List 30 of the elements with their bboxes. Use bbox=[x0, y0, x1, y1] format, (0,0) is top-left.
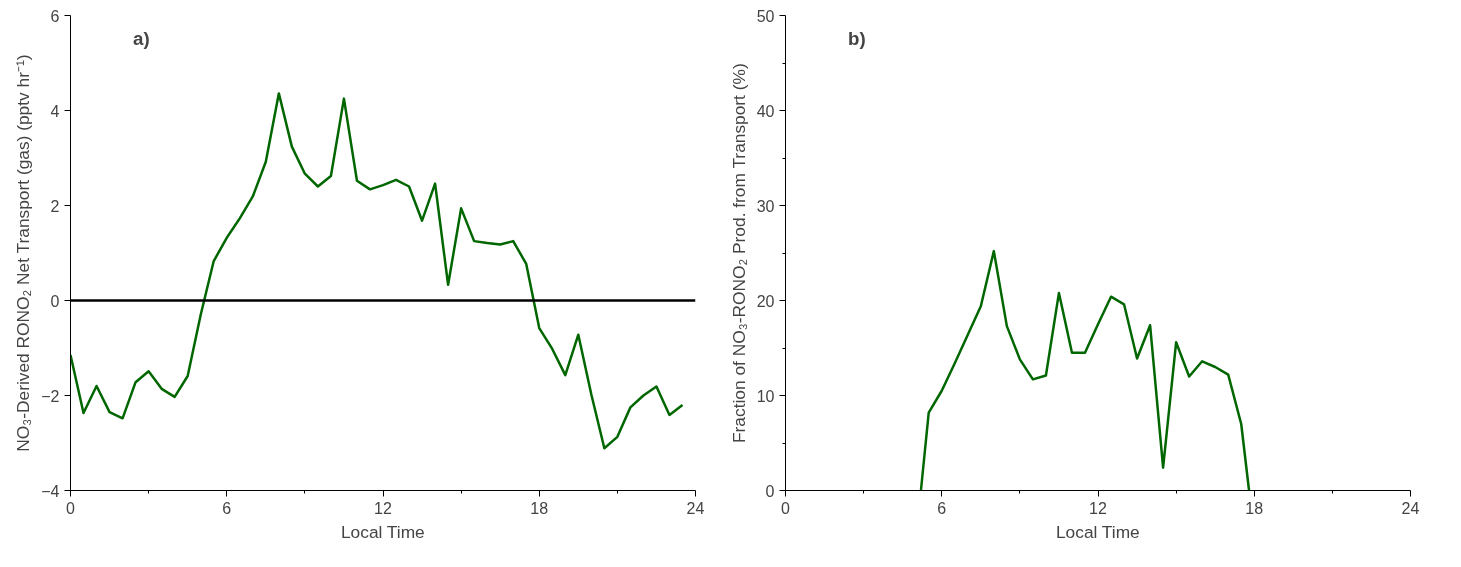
y-axis-title: NO₃-Derived RONO₂ Net Transport (gas) (pptv hr⁻¹) bbox=[13, 54, 34, 452]
x-tick-label: 18 bbox=[530, 499, 549, 517]
x-tick-label: 6 bbox=[937, 499, 947, 517]
y-axis-title: Fraction of NO₃-RONO₂ Prod. from Transport (%) bbox=[728, 63, 749, 443]
x-tick-label: 24 bbox=[1401, 499, 1420, 517]
x-axis-title: Local Time bbox=[340, 521, 425, 542]
line-series bbox=[70, 92, 684, 450]
y-tick-label: 2 bbox=[50, 197, 60, 215]
x-tick-label: 12 bbox=[1089, 499, 1107, 517]
y-tick-label: 40 bbox=[756, 102, 775, 120]
x-tick-label: 18 bbox=[1245, 499, 1264, 517]
x-tick-label: 24 bbox=[686, 499, 705, 517]
y-tick-label: 6 bbox=[50, 7, 60, 25]
y-tick-label: −4 bbox=[41, 482, 60, 500]
y-tick-label: 4 bbox=[50, 102, 60, 120]
x-tick-label: 0 bbox=[781, 499, 791, 517]
annotation: b) bbox=[848, 27, 866, 49]
y-tick-label: 0 bbox=[765, 482, 775, 500]
y-tick-label: −2 bbox=[41, 387, 60, 405]
y-tick-label: 10 bbox=[756, 387, 775, 405]
y-tick-label: 0 bbox=[50, 292, 60, 310]
x-tick-label: 12 bbox=[374, 499, 392, 517]
x-tick-label: 0 bbox=[66, 499, 76, 517]
y-tick-label: 20 bbox=[756, 292, 775, 310]
line-series bbox=[919, 249, 1251, 491]
y-tick-label: 30 bbox=[756, 197, 775, 215]
x-tick-label: 6 bbox=[222, 499, 232, 517]
annotation: a) bbox=[133, 27, 150, 49]
x-axis-title: Local Time bbox=[1055, 521, 1140, 542]
y-tick-label: 50 bbox=[756, 7, 775, 25]
